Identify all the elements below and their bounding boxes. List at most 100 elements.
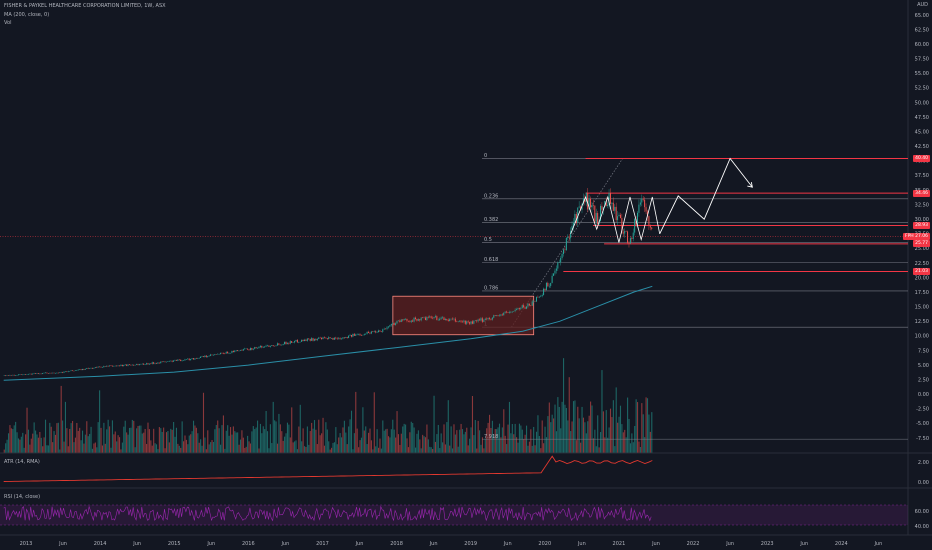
volume-bar: [336, 444, 338, 453]
candle-body: [571, 225, 573, 231]
volume-bar: [644, 437, 646, 453]
volume-bar: [146, 443, 148, 453]
candle-body: [211, 354, 213, 356]
volume-bar: [550, 422, 552, 453]
candle-body: [15, 375, 17, 376]
volume-bar: [171, 429, 173, 453]
candle-body: [140, 364, 142, 365]
volume-bar: [602, 411, 604, 453]
candle-body: [553, 273, 555, 276]
volume-bar: [587, 421, 589, 453]
candle-body: [316, 338, 318, 341]
candle-body: [54, 373, 56, 374]
candle-body: [356, 334, 358, 335]
volume-bar: [19, 439, 21, 453]
candle-body: [93, 367, 95, 369]
volume-bar: [286, 422, 289, 453]
volume-bar: [160, 428, 162, 453]
volume-bar: [207, 430, 209, 453]
volume-bar: [600, 432, 602, 453]
candle-body: [568, 236, 570, 238]
candle-body: [315, 339, 317, 341]
volume-bar: [319, 435, 321, 453]
volume-bar: [23, 447, 25, 453]
candle-body: [491, 317, 493, 320]
candle-body: [520, 308, 522, 309]
candle-body: [265, 345, 267, 347]
candle-body: [167, 361, 169, 362]
candle-body: [19, 374, 21, 375]
candle-body: [494, 315, 496, 316]
volume-bar: [215, 424, 217, 453]
volume-bar: [261, 433, 263, 453]
candle-body: [161, 361, 163, 363]
candle-body: [503, 312, 505, 316]
volume-bar: [264, 429, 266, 453]
volume-bar: [198, 442, 200, 453]
candle-body: [463, 320, 465, 322]
candle-body: [36, 373, 38, 374]
volume-bar: [116, 441, 118, 453]
volume-bar: [100, 427, 102, 453]
volume-bar: [609, 408, 612, 453]
candle-body: [248, 349, 250, 351]
volume-bar: [80, 440, 82, 453]
volume-bar: [158, 427, 160, 453]
candle-body: [486, 318, 488, 320]
candle-body: [288, 343, 290, 344]
candle-body: [631, 238, 633, 239]
candle-body: [638, 204, 640, 213]
volume-bar: [619, 405, 622, 453]
volume-bar: [375, 446, 377, 453]
volume-bar: [275, 421, 277, 453]
volume-bar: [430, 447, 432, 453]
volume-bar: [315, 429, 317, 453]
candle-body: [329, 337, 331, 339]
candle-body: [131, 364, 133, 366]
volume-bar: [641, 403, 643, 453]
candle-body: [110, 365, 112, 367]
candle-body: [217, 353, 219, 355]
candle-body: [204, 355, 206, 358]
volume-bar: [557, 397, 559, 453]
candle-body: [332, 338, 334, 340]
volume-bar: [360, 437, 363, 453]
price-axis-label: 12.50: [915, 319, 929, 325]
volume-bar: [615, 387, 617, 453]
forecast-path: [659, 157, 753, 234]
volume-bar: [188, 435, 190, 453]
candle-body: [29, 373, 31, 375]
candle-body: [308, 338, 310, 339]
volume-bar: [377, 447, 380, 453]
volume-bar: [450, 426, 452, 453]
candle-body: [353, 333, 355, 336]
volume-bar: [427, 439, 429, 453]
candle-body: [622, 232, 624, 234]
volume-bar: [257, 420, 259, 453]
volume-bar: [443, 424, 445, 453]
volume-bar: [101, 445, 104, 453]
candle-body: [281, 344, 283, 346]
volume-bar: [358, 447, 360, 453]
volume-bar: [292, 442, 294, 453]
volume-bar: [646, 398, 649, 453]
candle-body: [222, 353, 224, 354]
volume-bar: [631, 433, 633, 453]
volume-bar: [350, 410, 353, 453]
candle-body: [91, 368, 93, 369]
volume-bar: [329, 449, 331, 453]
candle-body: [170, 360, 172, 362]
volume-bar: [527, 445, 529, 453]
candle-body: [557, 262, 559, 269]
candle-body: [57, 372, 59, 374]
candle-body: [511, 311, 513, 313]
candle-body: [533, 301, 535, 302]
volume-bar: [284, 436, 286, 453]
candle-body: [239, 349, 241, 351]
volume-bar: [399, 444, 401, 453]
candle-body: [180, 359, 182, 361]
volume-bar: [521, 429, 523, 453]
candle-body: [400, 319, 402, 323]
volume-bar: [227, 425, 229, 453]
